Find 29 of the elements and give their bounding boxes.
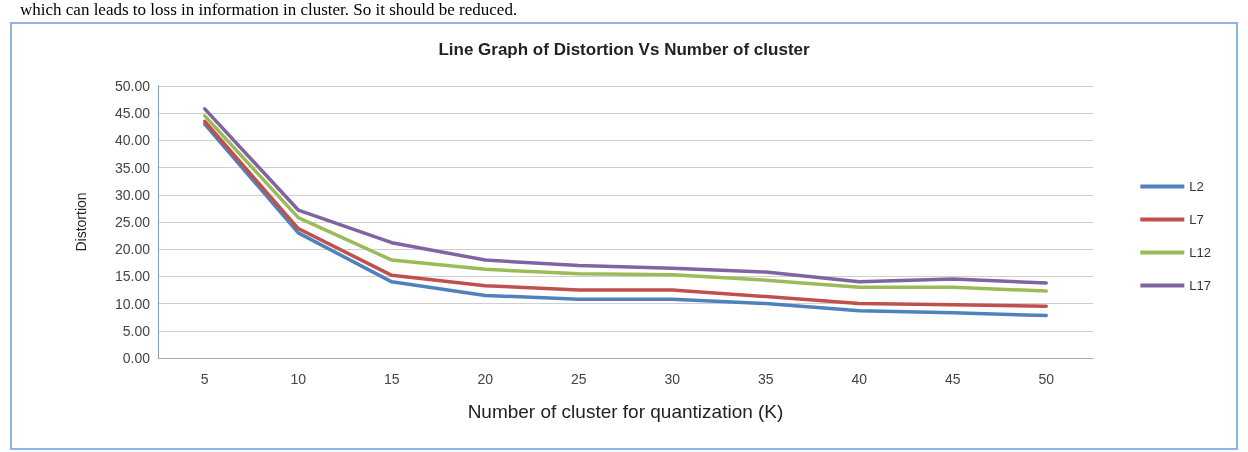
y-tick-label: 5.00	[122, 322, 151, 339]
y-tick-label: 50.00	[114, 78, 151, 94]
x-tick-label: 20	[477, 371, 494, 387]
x-tick-label: 25	[570, 371, 587, 387]
y-tick-label: 20.00	[114, 241, 151, 258]
y-axis-title: Distortion	[73, 192, 89, 252]
legend-label: L2	[1189, 179, 1204, 194]
x-tick-label: 40	[851, 371, 868, 387]
y-tick-label: 35.00	[114, 159, 151, 176]
legend-label: L7	[1189, 212, 1204, 227]
y-tick-label: 0.00	[122, 350, 151, 366]
chart-title: Line Graph of Distortion Vs Number of cluster	[438, 40, 810, 59]
y-tick-label: 40.00	[114, 132, 151, 149]
x-axis-title: Number of cluster for quantization (K)	[467, 401, 784, 422]
legend-label: L17	[1189, 278, 1212, 293]
x-tick-label: 35	[757, 371, 774, 387]
x-tick-label: 10	[290, 371, 307, 387]
x-tick-label: 50	[1038, 371, 1055, 387]
x-tick-label: 45	[944, 371, 961, 387]
y-tick-label: 45.00	[114, 105, 151, 122]
y-tick-label: 10.00	[114, 295, 151, 312]
y-tick-label: 25.00	[114, 214, 151, 230]
y-tick-label: 15.00	[114, 268, 151, 285]
x-tick-label: 5	[200, 371, 209, 387]
text: which can leads to loss in information in cluster. So it should be reduced.	[20, 0, 518, 20]
y-tick-label: 30.00	[114, 186, 151, 203]
legend-label: L12	[1189, 245, 1212, 260]
x-tick-label: 15	[383, 371, 400, 387]
x-tick-label: 30	[664, 371, 681, 387]
